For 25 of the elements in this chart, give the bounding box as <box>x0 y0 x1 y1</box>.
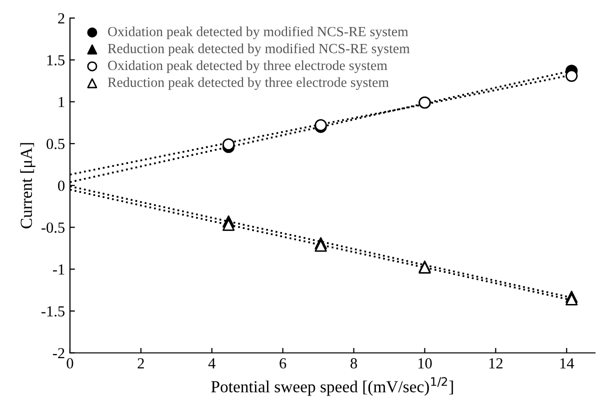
x-tick-label: 14 <box>560 358 574 368</box>
legend-label: Oxidation peak detected by modified NCS-RE system <box>108 26 408 40</box>
x-tick-label: 8 <box>350 358 358 368</box>
point <box>222 138 235 151</box>
point <box>566 70 578 82</box>
x-tick-label: 12 <box>489 358 502 368</box>
legend-label: Reduction peak detected by three electrode system <box>108 77 389 90</box>
y-tick-label: -0.5 <box>41 222 65 233</box>
y-tick-label: -1.5 <box>41 306 65 317</box>
x-tick-label: 4 <box>208 358 216 368</box>
x-tick-label: 6 <box>280 358 286 368</box>
y-tick-label: 1 <box>58 96 64 108</box>
y-tick-label: -2 <box>52 348 64 358</box>
x-tick-label: 0 <box>66 358 74 368</box>
y-tick-label: 0.5 <box>46 138 65 150</box>
x-tick-label: 2 <box>138 358 144 368</box>
y-tick-label: 1.5 <box>47 55 65 66</box>
legend-label: Reduction peak detected by modified NCS-RE system <box>108 43 410 56</box>
y-tick-label: 2 <box>58 13 64 24</box>
y-tick-label: -1 <box>52 264 64 274</box>
legend-label: Oxidation peak detected by three electrode system <box>108 60 388 73</box>
x-tick-label: 10 <box>418 358 432 368</box>
y-tick-label: 0 <box>58 180 65 191</box>
y-axis-title: Current [μA] <box>20 143 36 228</box>
x-axis-title: Potential sweep speed [(mV/sec)$^{1/2}$] <box>211 377 453 396</box>
